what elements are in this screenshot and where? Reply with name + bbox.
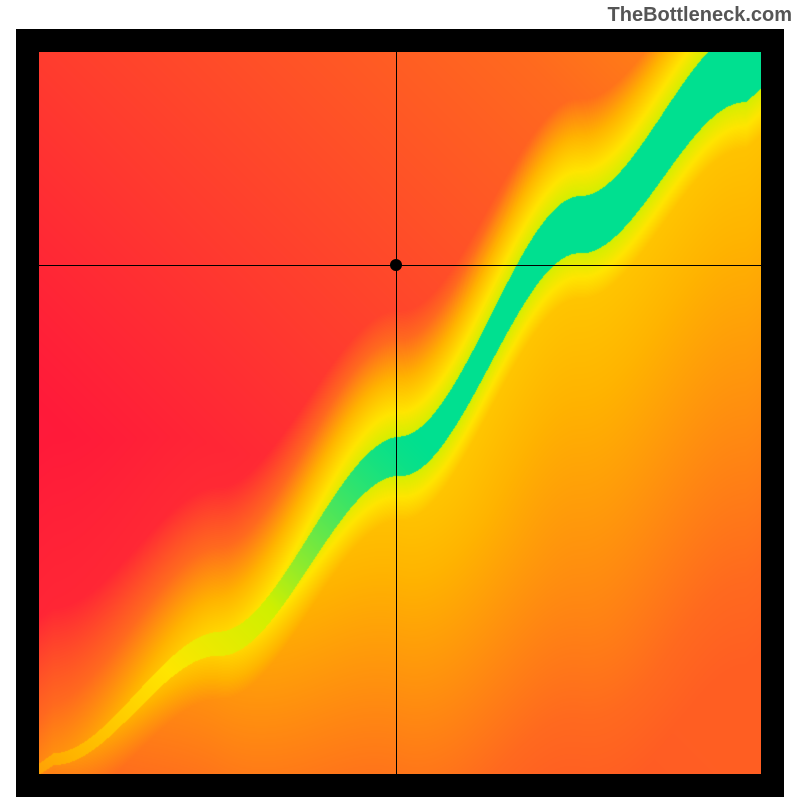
page-container: TheBottleneck.com (0, 0, 800, 800)
attribution-text: TheBottleneck.com (608, 4, 792, 27)
bottleneck-chart (16, 29, 784, 797)
heatmap-canvas (39, 52, 761, 774)
